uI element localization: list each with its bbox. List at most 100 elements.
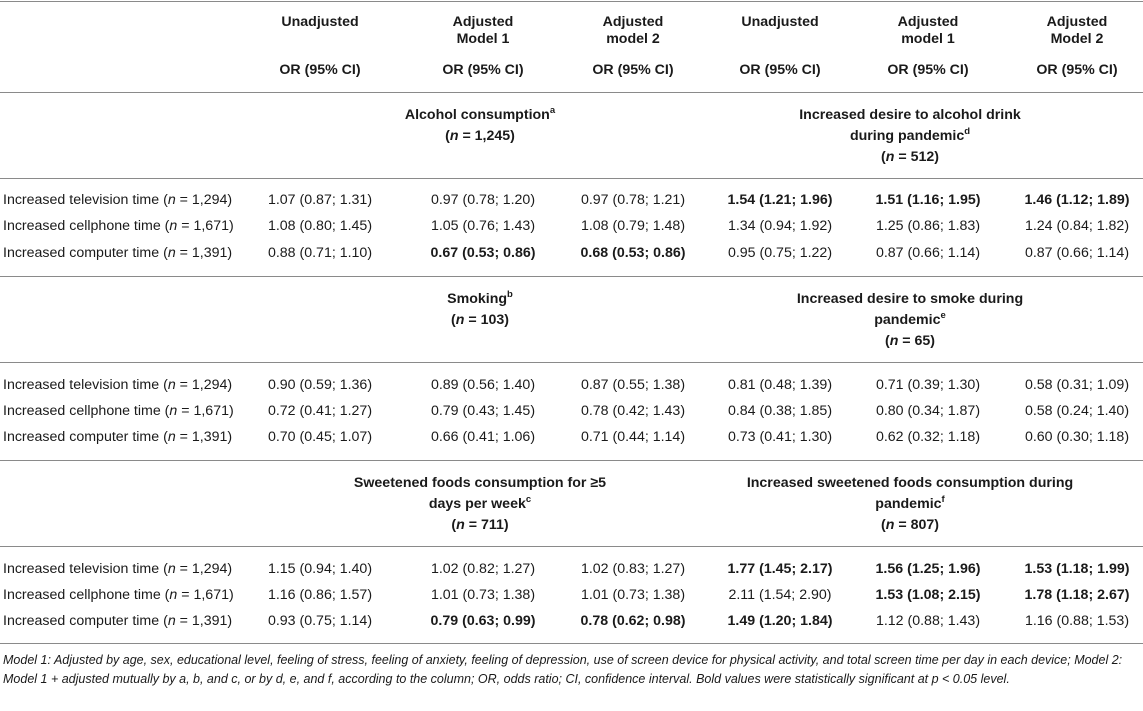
section-1-right-n-value: = 512) <box>894 149 939 165</box>
section-1-subheader-rule <box>0 178 1143 179</box>
section-2-right-title-l1: Increased desire to smoke during <box>796 291 1024 307</box>
row-label-text: Increased television time ( <box>3 192 168 208</box>
table-cell: 1.34 (0.94; 1.92) <box>727 218 833 234</box>
table-cell: 1.54 (1.21; 1.96) <box>727 192 833 208</box>
section-1-right-n-prefix: ( <box>881 149 886 165</box>
row-label-text: Increased computer time ( <box>3 613 168 629</box>
table-cell: 0.67 (0.53; 0.86) <box>430 245 536 261</box>
col6-header-line1: Adjusted <box>1046 14 1108 30</box>
table-cell: 0.80 (0.34; 1.87) <box>875 403 981 419</box>
section-2-left-title-sup: b <box>507 289 513 300</box>
section-2-right-title-sup: e <box>940 310 946 321</box>
table-cell: 0.79 (0.43; 1.45) <box>430 403 536 419</box>
row-label-count: = 1,294) <box>175 192 233 208</box>
row-label: Increased cellphone time (n = 1,671) <box>3 218 234 235</box>
section-3-right-n-prefix: ( <box>881 517 886 533</box>
table-cell: 0.71 (0.39; 1.30) <box>875 377 981 393</box>
table-cell: 0.60 (0.30; 1.18) <box>1024 429 1130 445</box>
section-3-subheader-rule <box>0 546 1143 547</box>
row-label-count: = 1,671) <box>177 587 234 603</box>
col3-header-line1: Adjusted <box>602 14 664 30</box>
row-label: Increased computer time (n = 1,391) <box>3 429 232 446</box>
section-3-right-title: Increased sweetened foods consumption du… <box>700 473 1120 536</box>
section-1-right-n-var: n <box>885 149 895 165</box>
section-3-right-title-l1: Increased sweetened foods consumption du… <box>746 475 1074 491</box>
section-3-left-n-var: n <box>456 517 465 533</box>
section-1-left-title-sup: a <box>549 105 556 116</box>
section-2-left-n-var: n <box>455 312 465 328</box>
section-2-left-n-prefix: ( <box>451 312 456 328</box>
table-cell: 0.89 (0.56; 1.40) <box>430 377 536 393</box>
row-label: Increased cellphone time (n = 1,671) <box>3 587 234 604</box>
row-label: Increased cellphone time (n = 1,671) <box>3 403 234 420</box>
table-cell: 0.68 (0.53; 0.86) <box>580 245 686 261</box>
section-3-left-n-prefix: ( <box>451 517 457 533</box>
section-1-left-title-text: Alcohol consumption <box>404 107 550 123</box>
section-2-left-title-text: Smoking <box>447 291 508 307</box>
row-label-n: n <box>167 245 176 261</box>
row-label-count: = 1,294) <box>175 561 233 577</box>
section-2-left-title: Smokingb (n = 103) <box>280 289 680 331</box>
row-label-n: n <box>167 561 176 577</box>
row-label-count: = 1,391) <box>175 613 233 629</box>
section-1-right-title-l1: Increased desire to alcohol drink <box>799 107 1021 123</box>
section-1-right-title: Increased desire to alcohol drink during… <box>700 105 1120 168</box>
section-2-right-title-l2: pandemic <box>874 312 941 328</box>
col1-header: Unadjusted <box>255 14 385 31</box>
row-label-n: n <box>167 192 176 208</box>
section-1-bottom-rule <box>0 276 1143 277</box>
section-1-left-n-prefix: ( <box>445 128 450 144</box>
col3-header: Adjusted model 2 <box>568 14 698 48</box>
table-bottom-rule <box>0 643 1143 644</box>
table-cell: 0.87 (0.66; 1.14) <box>1024 245 1130 261</box>
table-cell: 1.77 (1.45; 2.17) <box>727 561 833 577</box>
col2-header-line2: Model 1 <box>456 31 510 47</box>
row-label: Increased television time (n = 1,294) <box>3 377 232 394</box>
table-cell: 1.16 (0.88; 1.53) <box>1024 613 1130 629</box>
table-cell: 1.12 (0.88; 1.43) <box>875 613 981 629</box>
row-label-n: n <box>169 218 178 234</box>
table-cell: 1.02 (0.83; 1.27) <box>580 561 686 577</box>
table-cell: 1.01 (0.73; 1.38) <box>430 587 536 603</box>
section-3-left-n-value: = 711) <box>464 517 509 533</box>
table-cell: 1.78 (1.18; 2.67) <box>1024 587 1130 603</box>
table-cell: 0.84 (0.38; 1.85) <box>727 403 833 419</box>
col4-header-line1: Unadjusted <box>741 14 819 30</box>
table-cell: 0.58 (0.31; 1.09) <box>1024 377 1130 393</box>
table-cell: 0.66 (0.41; 1.06) <box>430 429 536 445</box>
section-2-right-n-value: = 65) <box>898 333 936 349</box>
section-2-bottom-rule <box>0 460 1143 461</box>
row-label-text: Increased computer time ( <box>3 245 168 261</box>
row-label-count: = 1,391) <box>175 429 233 445</box>
row-label-n: n <box>167 429 176 445</box>
table-cell: 0.88 (0.71; 1.10) <box>267 245 373 261</box>
table-cell: 0.78 (0.62; 0.98) <box>580 613 686 629</box>
table-cell: 0.87 (0.66; 1.14) <box>875 245 981 261</box>
col2-ci: OR (95% CI) <box>442 62 524 78</box>
row-label-count: = 1,391) <box>175 245 233 261</box>
row-label-n: n <box>169 403 178 419</box>
table-cell: 0.72 (0.41; 1.27) <box>267 403 373 419</box>
table-cell: 1.25 (0.86; 1.83) <box>875 218 981 234</box>
section-1-left-title: Alcohol consumptiona (n = 1,245) <box>280 105 680 147</box>
section-3-left-title-l1: Sweetened foods consumption for ≥5 <box>353 475 607 491</box>
row-label-n: n <box>167 377 176 393</box>
table-cell: 1.08 (0.79; 1.48) <box>580 218 686 234</box>
col4-header: Unadjusted <box>715 14 845 31</box>
row-label: Increased television time (n = 1,294) <box>3 192 232 209</box>
header-bottom-rule <box>0 92 1143 93</box>
table-cell: 1.01 (0.73; 1.38) <box>580 587 686 603</box>
table-cell: 0.95 (0.75; 1.22) <box>727 245 833 261</box>
row-label-count: = 1,671) <box>177 218 234 234</box>
section-2-subheader-rule <box>0 362 1143 363</box>
table-cell: 0.97 (0.78; 1.20) <box>430 192 536 208</box>
row-label: Increased computer time (n = 1,391) <box>3 245 232 262</box>
row-label: Increased computer time (n = 1,391) <box>3 613 232 630</box>
table-cell: 0.73 (0.41; 1.30) <box>727 429 833 445</box>
table-cell: 1.46 (1.12; 1.89) <box>1024 192 1130 208</box>
col1-header-line1: Unadjusted <box>281 14 359 30</box>
col1-ci: OR (95% CI) <box>279 62 361 78</box>
row-label-count: = 1,671) <box>177 403 234 419</box>
table-cell: 0.62 (0.32; 1.18) <box>875 429 981 445</box>
section-3-right-n-var: n <box>885 517 895 533</box>
